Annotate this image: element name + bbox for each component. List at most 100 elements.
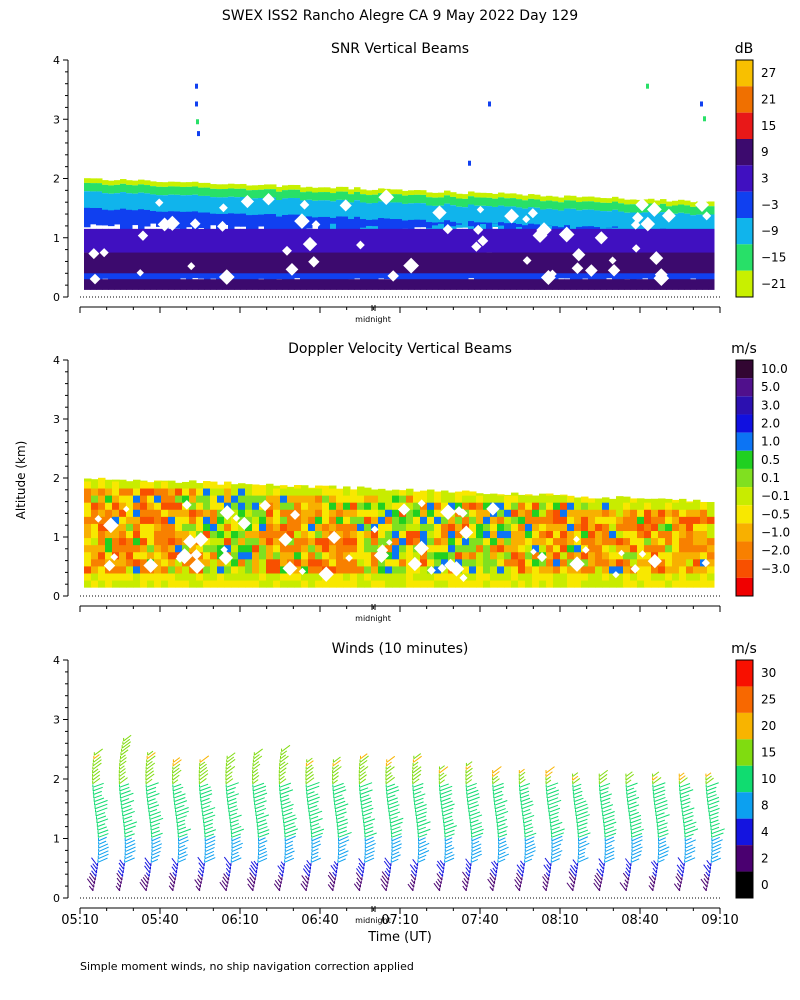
snr-cell [210, 273, 217, 279]
snr-cell [648, 252, 655, 279]
doppler-cell [511, 565, 519, 574]
wind-barb [466, 761, 473, 767]
doppler-cell [427, 580, 435, 588]
doppler-cell [700, 516, 708, 524]
snr-cell [348, 202, 355, 230]
doppler-cell [371, 495, 379, 503]
doppler-cell [672, 551, 680, 560]
y-tick-label: 4 [53, 354, 60, 367]
snr-cell [360, 279, 367, 290]
snr-cell [426, 192, 433, 198]
wind-barb [307, 800, 319, 806]
snr-cell [690, 273, 697, 279]
snr-cell [114, 228, 121, 260]
wind-barb [493, 790, 503, 795]
wind-barb [574, 800, 587, 806]
doppler-cell [161, 572, 169, 581]
snr-cell [450, 221, 457, 227]
snr-cell [576, 228, 583, 260]
wind-barb [332, 785, 346, 792]
doppler-cell [637, 565, 645, 574]
doppler-cell [280, 530, 288, 539]
snr-gap [476, 205, 485, 214]
snr-cell [474, 197, 481, 206]
doppler-cell [637, 502, 645, 510]
wind-barb [498, 853, 510, 860]
snr-cell [228, 279, 235, 290]
doppler-cell [294, 551, 302, 560]
snr-cell [696, 228, 703, 256]
doppler-cell [294, 523, 302, 532]
doppler-colorbar-label: −3.0 [761, 562, 790, 576]
doppler-cell [672, 580, 680, 588]
doppler-cell [707, 537, 715, 546]
snr-cell [624, 273, 631, 280]
x-tick-label: 06:10 [221, 913, 258, 928]
doppler-cell [245, 523, 253, 532]
snr-cell [444, 273, 451, 281]
snr-gap [311, 220, 321, 229]
doppler-cell [315, 565, 323, 574]
doppler-gap [110, 553, 119, 561]
doppler-cell [483, 516, 491, 524]
wind-barb [333, 794, 343, 799]
wind-barb [544, 857, 552, 867]
doppler-cell [273, 558, 281, 567]
doppler-cell [644, 572, 652, 581]
wind-barb [391, 829, 403, 835]
snr-cell [636, 204, 643, 213]
wind-profile [246, 748, 270, 892]
wind-barb [542, 876, 549, 885]
snr-cell [210, 188, 217, 198]
wind-barb [197, 878, 202, 885]
doppler-cell [210, 580, 218, 588]
doppler-cell [175, 516, 183, 524]
wind-barb [572, 783, 582, 788]
doppler-cell [525, 502, 533, 510]
snr-cell [312, 279, 319, 290]
doppler-cell [504, 509, 512, 517]
doppler-cell [665, 551, 673, 560]
doppler-cell [378, 523, 386, 532]
doppler-gap [638, 550, 647, 558]
snr-cell [102, 273, 109, 279]
snr-cell [294, 273, 301, 279]
doppler-cell [294, 580, 302, 588]
doppler-cell [658, 516, 666, 524]
doppler-gap [581, 546, 590, 554]
snr-cell [204, 187, 211, 196]
snr-cell [270, 197, 277, 221]
doppler-cell [245, 530, 253, 539]
doppler-cell [448, 492, 456, 496]
wind-barb [576, 814, 590, 820]
doppler-colorbar-segment [736, 432, 753, 451]
doppler-cell [343, 572, 351, 581]
snr-cell [168, 252, 175, 279]
snr-cell [606, 211, 613, 239]
wind-barb [338, 848, 346, 853]
wind-profile [194, 755, 217, 892]
doppler-cell [707, 572, 715, 581]
doppler-cell [700, 530, 708, 539]
wind-barb [257, 829, 270, 835]
doppler-cell [315, 544, 323, 553]
snr-cell [174, 273, 181, 282]
doppler-cell [567, 509, 575, 517]
snr-cell [270, 228, 277, 258]
snr-cell [192, 181, 199, 187]
doppler-cell [546, 544, 554, 553]
doppler-cell [700, 509, 708, 517]
snr-cell [270, 252, 277, 279]
doppler-cell [294, 537, 302, 546]
snr-cell [228, 183, 235, 189]
snr-cell [198, 279, 205, 290]
doppler-cell [259, 580, 267, 588]
snr-cell [342, 216, 349, 235]
wind-barb [648, 885, 654, 892]
snr-cell [198, 252, 205, 279]
doppler-colorbar-segment [736, 505, 753, 524]
doppler-cell [693, 572, 701, 581]
wind-barb [333, 789, 347, 795]
wind-profile [648, 771, 670, 892]
doppler-cell [343, 565, 351, 574]
